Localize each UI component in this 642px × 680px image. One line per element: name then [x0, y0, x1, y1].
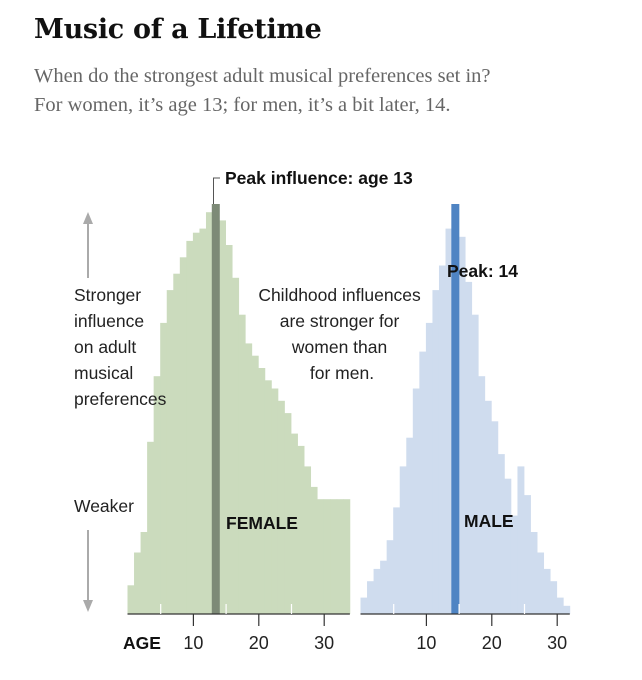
male-bar-age-4 — [386, 540, 394, 614]
male-bar-age-9 — [419, 351, 427, 614]
male-bar-age-2 — [373, 568, 381, 614]
male-bar-age-11 — [432, 290, 440, 614]
male-bar-age-10 — [425, 322, 433, 614]
female-bar-age-33 — [343, 499, 351, 614]
male-bar-age-5 — [393, 507, 401, 614]
male-bar-age-23 — [510, 515, 518, 614]
male-bar-age-27 — [537, 552, 545, 614]
female-bar-age-4 — [153, 376, 161, 614]
male-bar-age-22 — [504, 478, 512, 614]
male-bar-age-3 — [380, 560, 388, 614]
male-bar-age-31 — [563, 605, 571, 614]
male-bar-age-15 — [458, 236, 466, 615]
arrow-down-icon — [83, 600, 93, 612]
female-bar-age-5 — [160, 322, 168, 614]
female-tick-label-20: 20 — [249, 633, 269, 653]
male-bar-age-17 — [471, 314, 479, 614]
stronger-label: Stronger influence on adult musical pref… — [74, 285, 167, 409]
female-bar-age-8 — [179, 257, 187, 614]
female-bar-age-20 — [258, 368, 266, 614]
subtitle-line-1: When do the strongest adult musical pref… — [34, 65, 491, 87]
female-bar-age-21 — [264, 380, 272, 614]
female-bar-age-18 — [245, 343, 253, 614]
age-axis-label: AGE — [123, 633, 161, 653]
female-bar-age-22 — [271, 388, 279, 614]
male-bar-age-6 — [399, 466, 407, 614]
weaker-arrow — [83, 530, 93, 612]
male-bar-age-1 — [367, 581, 374, 614]
female-bar-age-11 — [199, 228, 207, 614]
male-bar-age-13 — [445, 228, 453, 614]
male-bar-age-25 — [524, 495, 531, 614]
childhood-note: Childhood influences are stronger for wo… — [258, 285, 425, 383]
weaker-label: Weaker — [74, 496, 134, 516]
female-bar-age-3 — [147, 441, 155, 614]
female-peak-bar — [211, 204, 220, 614]
female-bar-age-27 — [304, 466, 312, 614]
male-bar-age-24 — [517, 466, 525, 614]
female-bar-age-16 — [232, 277, 240, 614]
male-bar-age-26 — [530, 532, 538, 614]
male-bar-age-30 — [556, 597, 564, 614]
peak-influence-label: Peak influence: age 13 — [225, 168, 413, 188]
female-bar-age-28 — [310, 486, 318, 614]
male-bar-age-16 — [465, 281, 473, 614]
male-peak-bar — [451, 204, 460, 614]
female-bar-age-26 — [297, 445, 305, 614]
female-bars — [127, 204, 351, 614]
arrow-up-icon — [83, 212, 93, 224]
male-bar-age-8 — [412, 388, 420, 614]
female-bar-age-14 — [219, 220, 226, 614]
stronger-arrow — [83, 212, 93, 278]
female-bar-age-31 — [330, 499, 338, 614]
male-bar-age-29 — [550, 581, 558, 614]
male-peak-label: Peak: 14 — [447, 261, 518, 281]
female-bar-age-0 — [127, 585, 135, 614]
female-bar-age-23 — [277, 400, 285, 614]
male-bar-age-19 — [484, 400, 492, 614]
x-axes: 10 20 30 10 20 30 — [127, 604, 570, 653]
peak-lines — [211, 204, 460, 614]
female-bar-age-10 — [192, 232, 200, 614]
male-tick-label-20: 20 — [482, 633, 502, 653]
female-bar-age-32 — [336, 499, 344, 614]
page-subtitle: When do the strongest adult musical pref… — [34, 62, 634, 120]
female-bar-age-25 — [291, 433, 298, 614]
female-bar-age-7 — [173, 273, 181, 614]
male-bar-age-21 — [497, 454, 505, 614]
female-bar-age-15 — [225, 245, 233, 614]
male-bar-age-18 — [478, 376, 486, 614]
male-bar-age-20 — [491, 421, 499, 614]
male-bar-age-7 — [406, 437, 414, 614]
page-title: Music of a Lifetime — [34, 14, 322, 45]
female-series-label: FEMALE — [226, 513, 298, 533]
female-bar-age-12 — [205, 212, 213, 614]
male-bar-age-0 — [360, 597, 368, 614]
peak-callout-leader — [213, 177, 220, 204]
female-tick-label-30: 30 — [314, 633, 334, 653]
male-tick-label-30: 30 — [547, 633, 567, 653]
female-tick-label-10: 10 — [183, 633, 203, 653]
male-bar-age-12 — [438, 265, 446, 614]
male-tick-label-10: 10 — [416, 633, 436, 653]
female-bar-age-30 — [323, 499, 331, 614]
female-bar-age-17 — [238, 314, 246, 614]
female-bar-age-1 — [134, 552, 141, 614]
female-bar-age-6 — [166, 290, 174, 614]
female-bar-age-29 — [317, 499, 325, 614]
male-bar-age-28 — [543, 568, 551, 614]
subtitle-line-2: For women, it’s age 13; for men, it’s a … — [34, 94, 451, 116]
female-bar-age-9 — [186, 240, 194, 614]
female-bar-age-24 — [284, 413, 292, 614]
male-series-label: MALE — [464, 511, 514, 531]
female-bar-age-19 — [251, 355, 259, 614]
female-bar-age-2 — [140, 532, 148, 614]
